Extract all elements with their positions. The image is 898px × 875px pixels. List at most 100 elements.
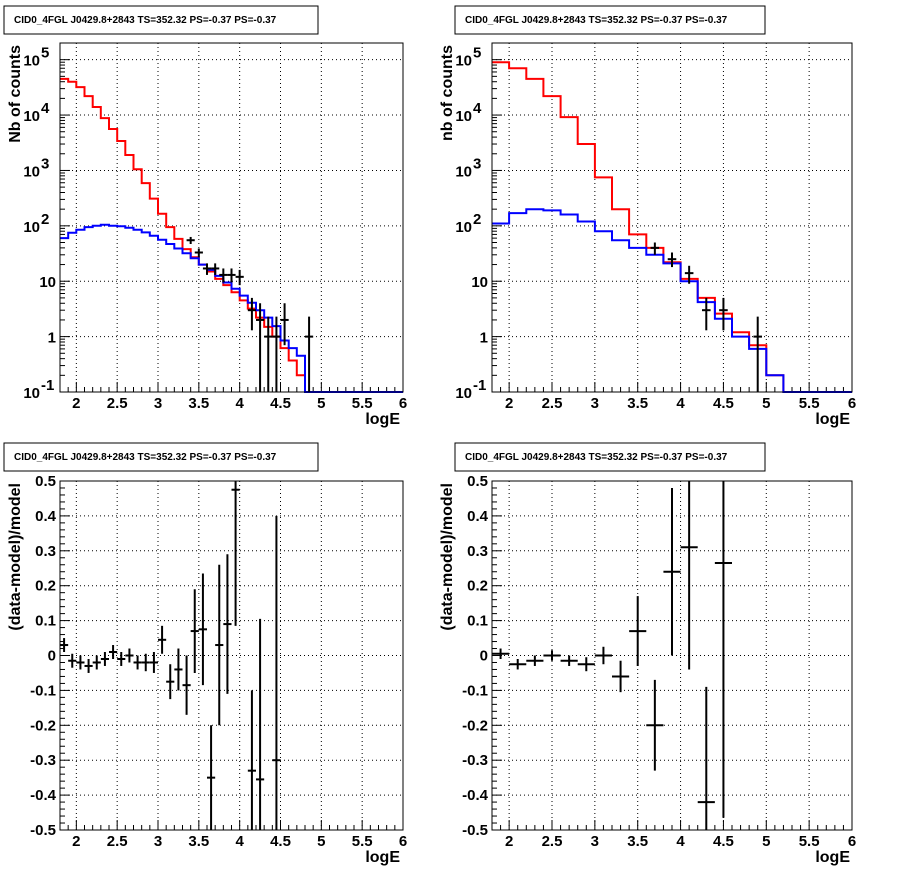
grid-lines	[492, 43, 852, 392]
x-tick-label: 5.5	[352, 833, 373, 850]
data-point	[667, 252, 677, 268]
y-tick-label: -0.1	[462, 682, 488, 699]
x-tick-label: 5.5	[799, 833, 820, 850]
data-point	[166, 664, 175, 700]
x-tick-label: 4	[235, 395, 244, 412]
x-tick-label: 3.5	[627, 833, 648, 850]
y-tick-label: 0.1	[35, 613, 56, 630]
y-tick-label: 0.4	[467, 508, 489, 525]
y-tick-label: 10	[455, 108, 472, 125]
data-point	[92, 655, 101, 670]
data-point	[272, 515, 281, 830]
data-point	[182, 655, 191, 715]
x-tick-label: 6	[399, 395, 407, 412]
panel-title: CID0_4FGL J0429.8+2843 TS=352.32 PS=-0.3…	[14, 452, 277, 463]
y-tick-exponent: 5	[41, 45, 49, 62]
data-point	[272, 316, 281, 392]
y-tick-label: 10	[23, 163, 40, 180]
x-tick-label: 2	[505, 395, 513, 412]
data-point	[680, 481, 698, 670]
y-tick-label: 10	[455, 53, 472, 70]
data-points	[186, 236, 314, 392]
x-tick-label: 4.5	[713, 833, 734, 850]
panel-title: CID0_4FGL J0429.8+2843 TS=352.32 PS=-0.3…	[465, 452, 728, 463]
y-tick-label: -0.1	[30, 682, 56, 699]
x-tick-label: 3	[591, 395, 599, 412]
y-tick-label: 1	[48, 330, 56, 347]
data-point	[202, 263, 212, 275]
data-point	[629, 596, 647, 666]
data-point	[141, 653, 150, 672]
total-model-histogram	[492, 61, 852, 393]
data-point	[646, 679, 664, 771]
y-tick-label: -0.2	[30, 717, 56, 734]
data-point	[223, 554, 232, 694]
x-tick-label: 2.5	[542, 833, 563, 850]
x-tick-label: 3.5	[188, 833, 209, 850]
y-tick-label: 10	[23, 385, 40, 402]
y-tick-exponent: 5	[473, 45, 481, 62]
data-point	[235, 269, 244, 286]
data-point	[264, 316, 273, 392]
y-tick-label: 10	[39, 274, 56, 291]
data-point	[133, 655, 142, 670]
y-tick-label: 0.5	[467, 473, 488, 490]
data-point	[190, 589, 199, 673]
data-point	[125, 648, 134, 663]
source-model-histogram	[492, 208, 852, 393]
y-tick-label: 10	[455, 219, 472, 236]
x-tick-label: 3.5	[188, 395, 209, 412]
y-tick-label: -0.2	[462, 717, 488, 734]
data-point	[174, 648, 183, 691]
data-point	[207, 725, 216, 830]
y-tick-label: 0	[48, 648, 56, 665]
axis-ticks	[59, 480, 404, 831]
chart-panel-4: 2 2.5 3 3.5 4 4.5 5 5.5 6 -0.5 -0.4 -0.3 -0.2 -0.1 0 0.…	[439, 442, 856, 866]
data-point	[702, 297, 711, 331]
x-tick-label: 2.5	[107, 833, 128, 850]
y-axis-label: nb of counts	[439, 45, 456, 141]
data-point	[280, 303, 289, 346]
y-tick-label: -0.3	[30, 752, 56, 769]
y-tick-exponent: 3	[41, 155, 49, 172]
data-point	[509, 658, 527, 670]
x-tick-label: 3	[591, 833, 599, 850]
y-tick-exponent: 4	[41, 100, 50, 117]
data-point	[256, 303, 265, 392]
data-point	[612, 660, 630, 693]
panel-title: CID0_4FGL J0429.8+2843 TS=352.32 PS=-0.3…	[14, 15, 277, 26]
data-points	[492, 481, 732, 830]
axis-ticks	[59, 42, 404, 393]
panel-title-box	[3, 5, 319, 35]
x-tick-label: 4.5	[270, 395, 291, 412]
data-point	[211, 263, 220, 275]
y-tick-label: 10	[23, 108, 40, 125]
y-tick-label: 10	[455, 163, 472, 180]
y-tick-exponent: 2	[473, 211, 481, 228]
y-tick-exponent: -1	[473, 377, 486, 394]
grid-lines	[60, 481, 403, 830]
panel-title-box	[454, 5, 766, 35]
data-point	[697, 686, 715, 830]
data-point	[543, 650, 561, 661]
panel-title: CID0_4FGL J0429.8+2843 TS=352.32 PS=-0.3…	[465, 15, 728, 26]
x-tick-label: 2.5	[542, 395, 563, 412]
data-point	[219, 268, 228, 283]
y-tick-label: 0.3	[467, 543, 488, 560]
x-tick-label: 5	[317, 395, 325, 412]
data-point	[577, 657, 595, 672]
data-point	[305, 316, 314, 392]
data-point	[560, 655, 578, 666]
data-point	[158, 625, 167, 654]
y-tick-label: 0.1	[467, 613, 488, 630]
y-tick-label: 0.5	[35, 473, 56, 490]
data-point	[109, 645, 118, 659]
data-point	[76, 655, 85, 670]
x-tick-label: 4	[235, 833, 244, 850]
x-tick-label: 3.5	[627, 395, 648, 412]
y-tick-label: 1	[480, 330, 488, 347]
x-tick-label: 3	[154, 395, 162, 412]
x-tick-label: 4.5	[713, 395, 734, 412]
